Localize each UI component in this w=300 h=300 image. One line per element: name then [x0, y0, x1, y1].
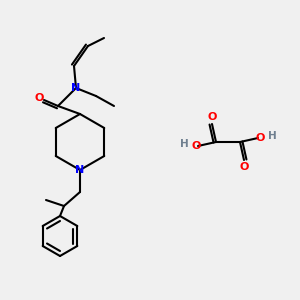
Text: O: O: [191, 141, 201, 151]
Text: H: H: [268, 131, 276, 141]
Text: H: H: [180, 139, 188, 149]
Text: N: N: [75, 165, 85, 175]
Text: O: O: [207, 112, 217, 122]
Text: O: O: [34, 93, 44, 103]
Text: O: O: [239, 162, 249, 172]
Text: O: O: [255, 133, 265, 143]
Text: N: N: [71, 83, 81, 93]
